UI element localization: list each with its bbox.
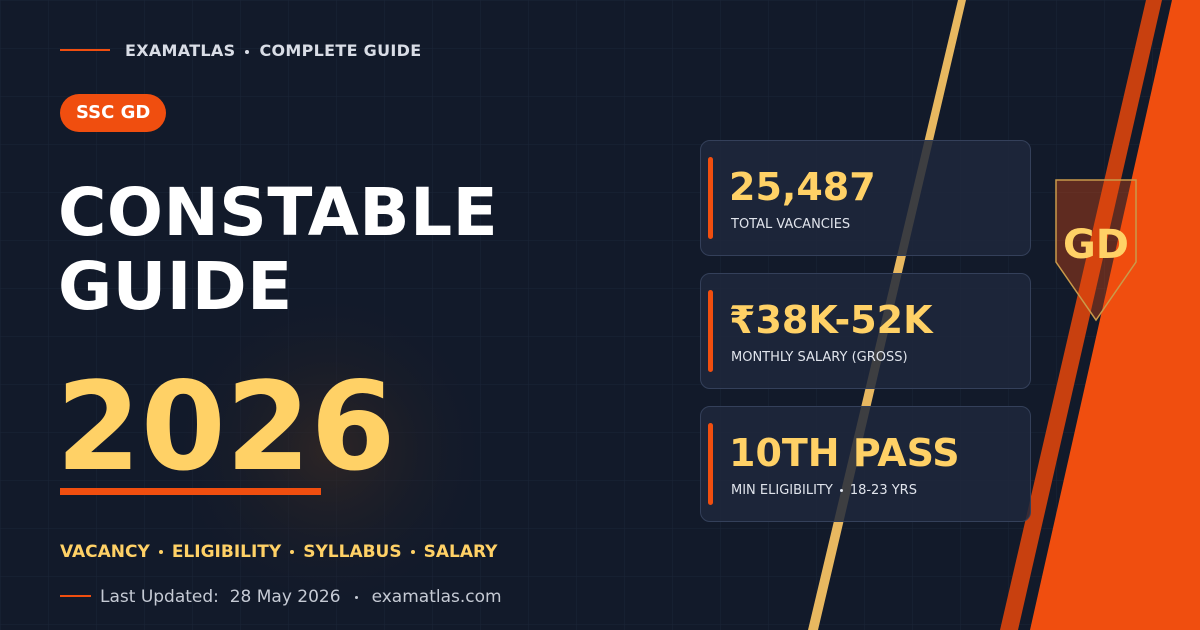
stat-card: 25,487 TOTAL VACANCIES [700, 140, 1031, 256]
stat-label: MONTHLY SALARY (GROSS) [731, 350, 908, 365]
topic: VACANCY [60, 542, 150, 562]
stat-label: TOTAL VACANCIES [731, 217, 851, 232]
footer: Last Updated: 28 May 2026 examatlas.com [100, 587, 502, 607]
topics: VACANCY ELIGIBILITY SYLLABUS SALARY [60, 542, 497, 562]
brand-tagline: COMPLETE GUIDE [259, 41, 422, 60]
title: CONSTABLE GUIDE [58, 176, 498, 324]
stat-label: MIN ELIGIBILITY 18-23 YRS [731, 483, 917, 498]
topic: SALARY [423, 542, 498, 562]
year: 2026 [56, 356, 396, 498]
emblem: GD [1062, 222, 1130, 268]
stat-value: ₹38K-52K [729, 298, 933, 342]
topic: ELIGIBILITY [171, 542, 282, 562]
stat-card: ₹38K-52K MONTHLY SALARY (GROSS) [700, 273, 1031, 389]
stat-extra: 18-23 YRS [849, 483, 917, 498]
updated-date: 28 May 2026 [229, 587, 341, 607]
stat-card: 10TH PASS MIN ELIGIBILITY 18-23 YRS [700, 406, 1031, 522]
title-line: GUIDE [58, 248, 293, 325]
stat-value: 10TH PASS [729, 431, 960, 475]
brand: EXAMATLAS COMPLETE GUIDE [125, 41, 421, 60]
updated-label: Last Updated: [100, 587, 219, 607]
title-line: CONSTABLE [58, 174, 499, 251]
brand-name: EXAMATLAS [125, 41, 236, 60]
topic: SYLLABUS [303, 542, 402, 562]
stat-value: 25,487 [729, 165, 876, 209]
badge: SSC GD [60, 94, 167, 132]
site: examatlas.com [371, 587, 502, 607]
stat-label-text: MIN ELIGIBILITY [731, 483, 833, 498]
